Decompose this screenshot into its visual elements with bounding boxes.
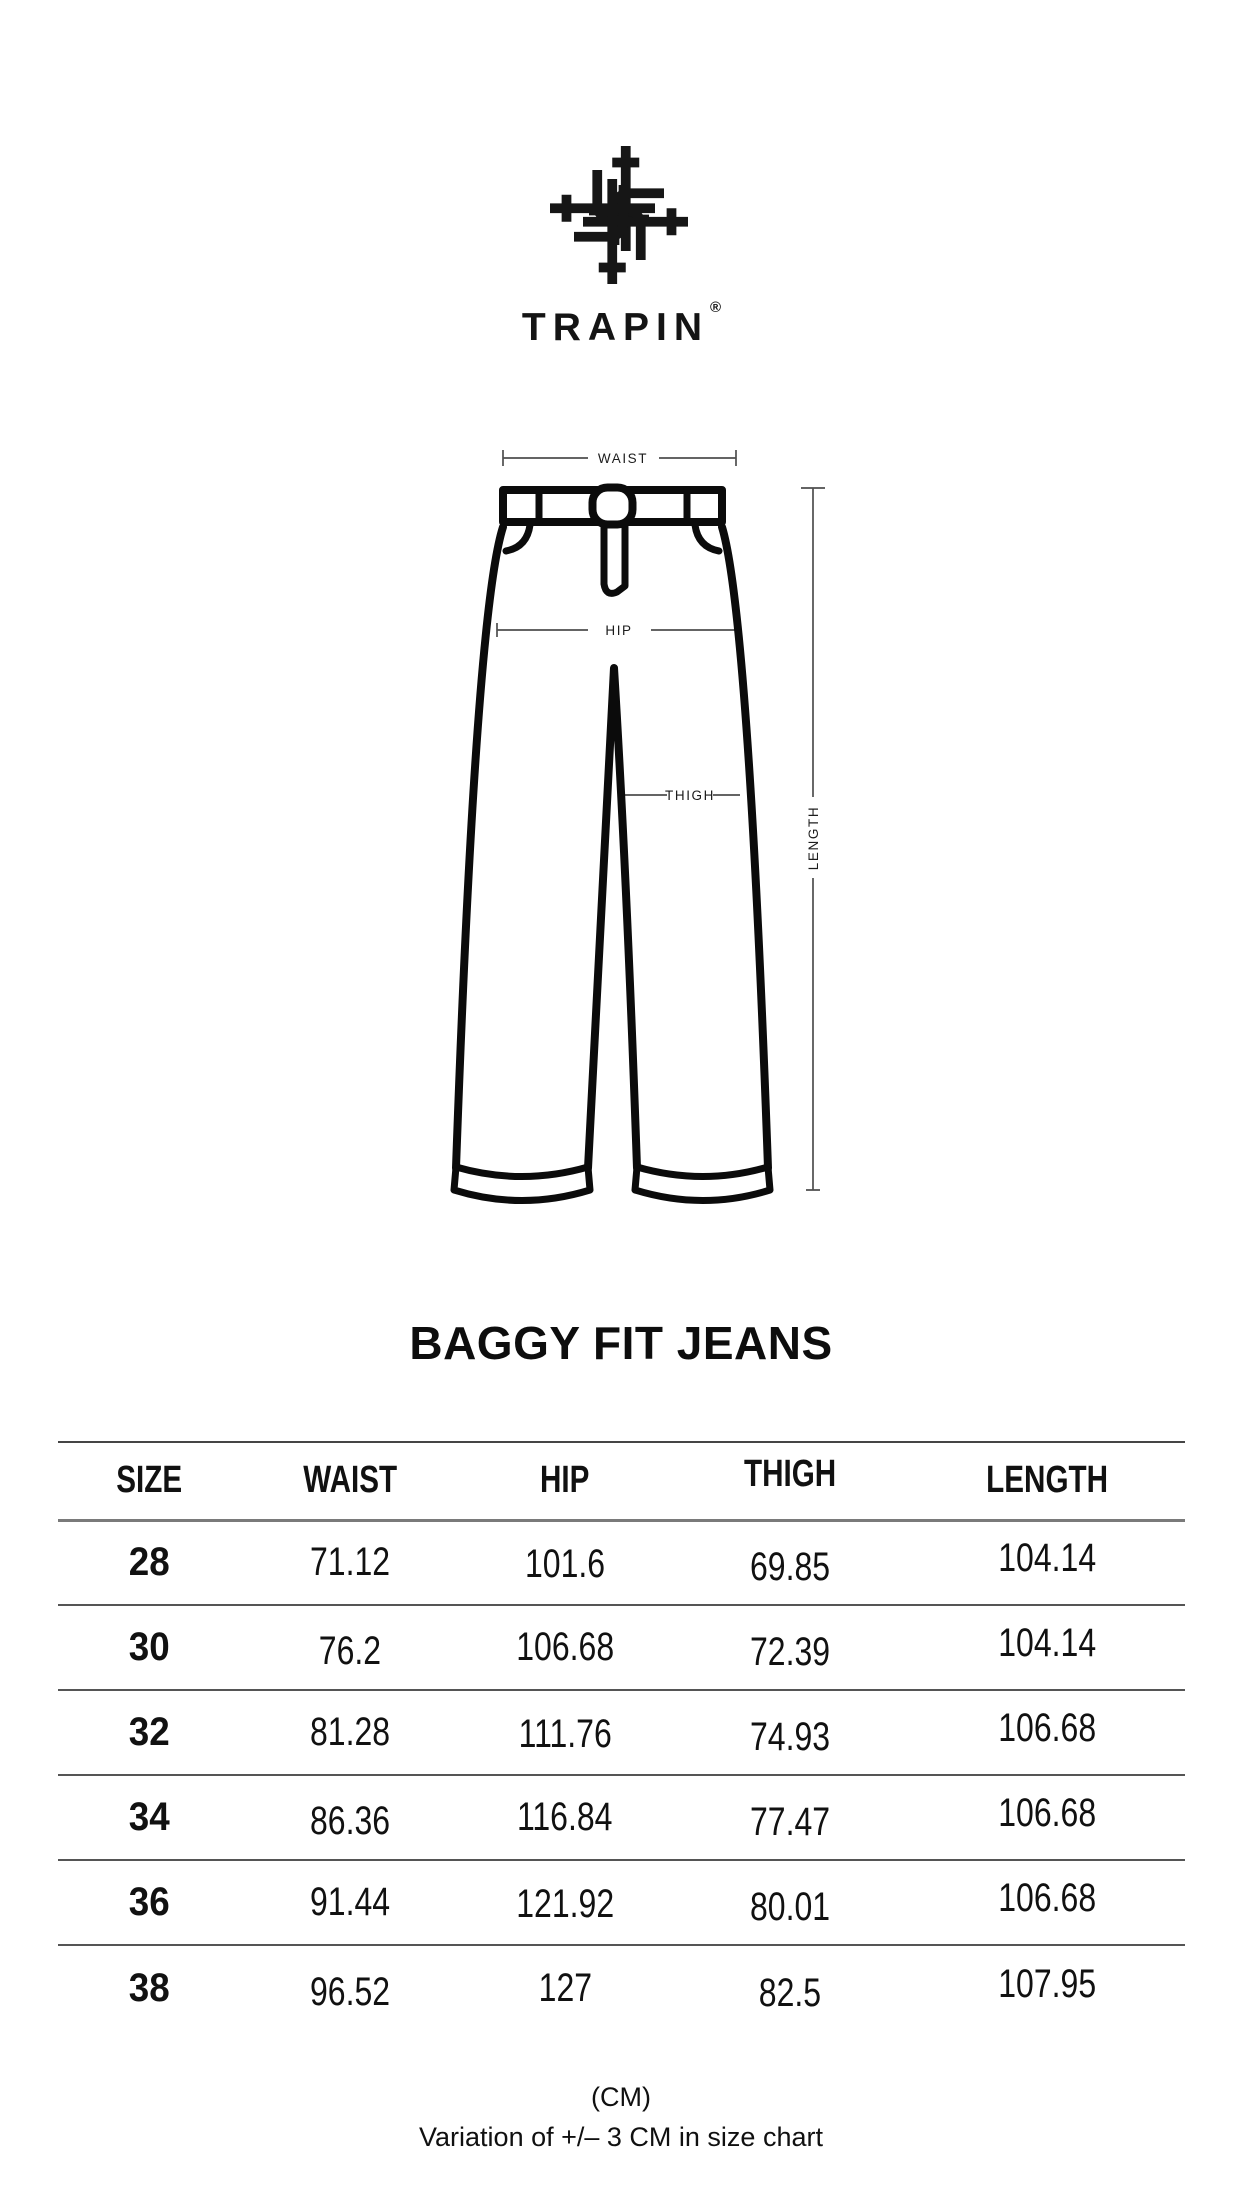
belt-loops bbox=[535, 486, 691, 526]
table-header-row: SIZE WAIST HIP THIGH LENGTH bbox=[58, 1442, 1185, 1520]
unit-note: (CM) bbox=[591, 2082, 651, 2112]
waist-label: WAIST bbox=[598, 451, 648, 466]
table-row: 28 71.12 101.6 69.85 104.14 bbox=[58, 1520, 1185, 1605]
cell-waist: 81.28 bbox=[309, 1710, 391, 1754]
variation-note: Variation of +/– 3 CM in size chart bbox=[419, 2122, 823, 2152]
cell-length: 104.14 bbox=[998, 1621, 1097, 1665]
cell-thigh: 77.47 bbox=[749, 1800, 831, 1844]
cell-thigh: 72.39 bbox=[749, 1630, 831, 1674]
jeans-diagram-svg: WAIST HIP THIGH LENGTH bbox=[450, 450, 825, 1204]
cell-waist: 96.52 bbox=[309, 1969, 391, 2014]
cell-thigh: 80.01 bbox=[749, 1885, 831, 1929]
cell-length: 106.68 bbox=[998, 1876, 1097, 1920]
cell-length: 107.95 bbox=[998, 1961, 1097, 2006]
brand-wordmark: TRAPIN® bbox=[0, 299, 1242, 350]
right-outer-seam bbox=[718, 523, 772, 1172]
header-waist: WAIST bbox=[303, 1459, 397, 1502]
thigh-label: THIGH bbox=[665, 788, 715, 803]
cell-size: 34 bbox=[128, 1795, 170, 1839]
cell-length: 106.68 bbox=[998, 1706, 1097, 1750]
cell-size: 36 bbox=[128, 1880, 170, 1924]
trapin-logo bbox=[544, 140, 694, 295]
cell-hip: 116.84 bbox=[517, 1795, 613, 1839]
header-length: LENGTH bbox=[986, 1459, 1109, 1502]
table-row: 36 91.44 121.92 80.01 106.68 bbox=[58, 1860, 1185, 1945]
cell-waist: 86.36 bbox=[309, 1799, 391, 1843]
belt-buckle bbox=[588, 483, 637, 529]
cell-hip: 101.6 bbox=[524, 1542, 606, 1587]
right-hem bbox=[631, 1163, 774, 1204]
jeans-outline bbox=[450, 483, 774, 1204]
hip-label: HIP bbox=[605, 623, 632, 638]
cell-waist: 71.12 bbox=[309, 1540, 391, 1585]
cell-hip: 127 bbox=[538, 1965, 592, 2010]
header-hip: HIP bbox=[540, 1459, 590, 1502]
cell-hip: 121.92 bbox=[516, 1882, 614, 1926]
cell-hip: 106.68 bbox=[516, 1625, 614, 1669]
cell-length: 106.68 bbox=[998, 1791, 1097, 1835]
length-measure-line bbox=[801, 487, 825, 1191]
cell-size: 30 bbox=[128, 1625, 170, 1669]
cell-thigh: 69.85 bbox=[749, 1545, 831, 1590]
trapin-monogram-icon bbox=[550, 146, 688, 284]
cell-size: 32 bbox=[128, 1710, 170, 1754]
right-pocket bbox=[691, 521, 723, 555]
cell-waist: 91.44 bbox=[309, 1880, 391, 1924]
left-hem bbox=[450, 1163, 594, 1204]
belt-tail bbox=[600, 518, 629, 597]
cell-thigh: 82.5 bbox=[758, 1970, 822, 2015]
registered-mark: ® bbox=[710, 299, 722, 316]
waist-measure-line bbox=[502, 450, 737, 466]
size-chart-table: SIZE WAIST HIP THIGH LENGTH 28 71.12 101… bbox=[58, 1441, 1185, 2030]
cell-thigh: 74.93 bbox=[749, 1715, 831, 1759]
table-row: 34 86.36 116.84 77.47 106.68 bbox=[58, 1775, 1185, 1860]
cell-size: 28 bbox=[128, 1540, 170, 1585]
table-row: 32 81.28 111.76 74.93 106.68 bbox=[58, 1690, 1185, 1775]
inner-seams bbox=[584, 664, 641, 1172]
page-title: BAGGY FIT JEANS bbox=[409, 1317, 833, 1369]
cell-size: 38 bbox=[128, 1965, 170, 2010]
footer: (CM) Variation of +/– 3 CM in size chart bbox=[0, 2082, 1242, 2153]
cell-hip: 111.76 bbox=[518, 1712, 612, 1756]
jeans-measurement-diagram: WAIST HIP THIGH LENGTH bbox=[430, 435, 850, 1220]
header-size: SIZE bbox=[116, 1459, 182, 1502]
left-pocket bbox=[502, 521, 534, 555]
cell-waist: 76.2 bbox=[318, 1629, 382, 1673]
brand-name: TRAPIN bbox=[521, 306, 710, 349]
length-label: LENGTH bbox=[806, 806, 821, 870]
table-row: 30 76.2 106.68 72.39 104.14 bbox=[58, 1605, 1185, 1690]
cell-length: 104.14 bbox=[998, 1536, 1097, 1581]
header-thigh: THIGH bbox=[743, 1453, 837, 1496]
left-outer-seam bbox=[452, 523, 507, 1172]
table-row: 38 96.52 127 82.5 107.95 bbox=[58, 1945, 1185, 2030]
